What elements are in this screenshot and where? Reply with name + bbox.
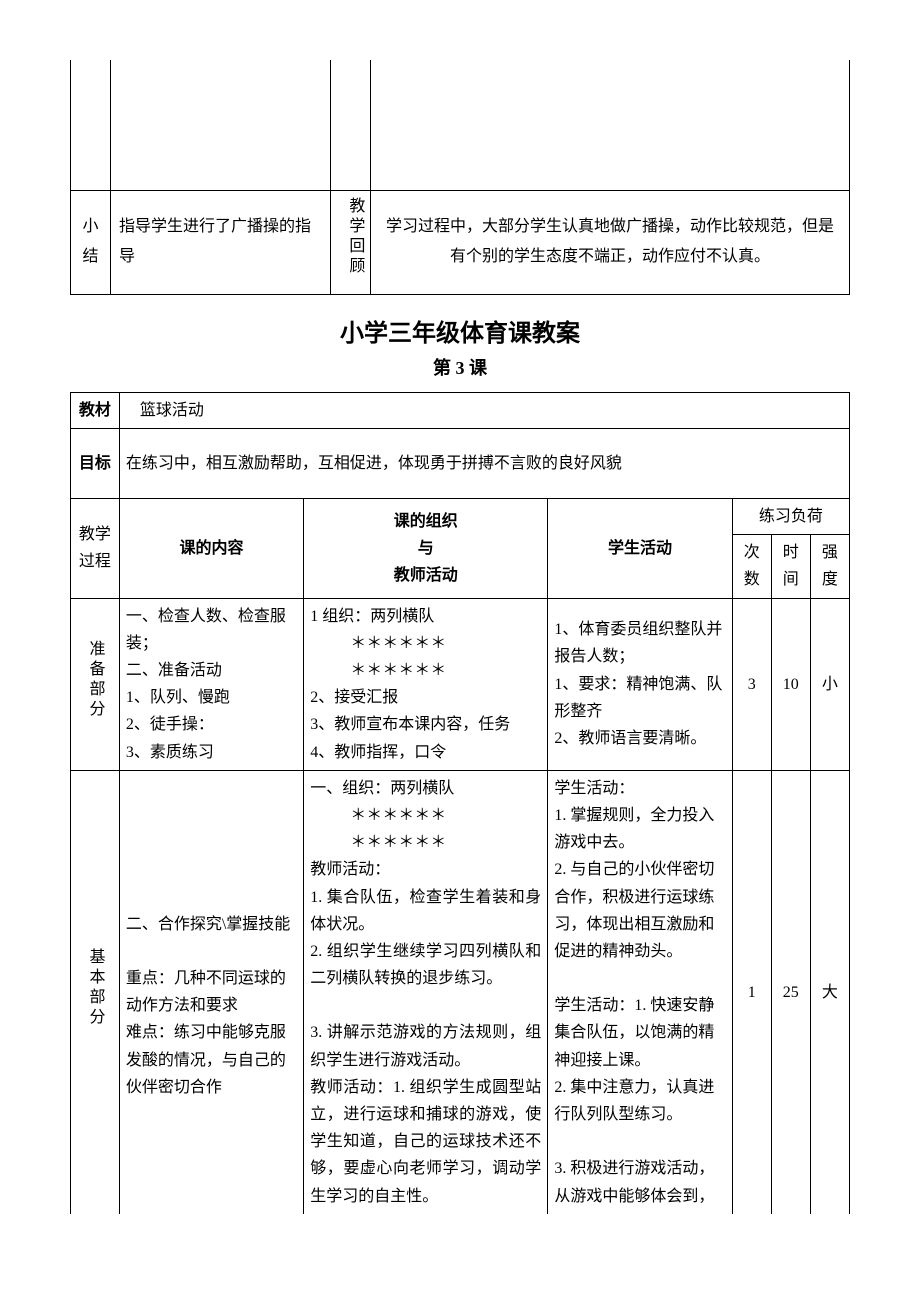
org-header: 课的组织 与 教师活动 xyxy=(304,499,548,599)
prep-student: 1、体育委员组织整队并报告人数； 1、要求：精神饱满、队形整齐 2、教师语言要清… xyxy=(548,598,732,770)
prep-count: 3 xyxy=(732,598,771,770)
student-header: 学生活动 xyxy=(548,499,732,599)
process-label: 教学 过程 xyxy=(71,499,120,599)
load-header: 练习负荷 xyxy=(732,499,849,535)
review-content: 学习过程中，大部分学生认真地做广播操，动作比较规范，但是有个别的学生态度不端正，… xyxy=(371,190,850,294)
time-header: 时间 xyxy=(771,535,810,598)
count-header: 次数 xyxy=(732,535,771,598)
content-header: 课的内容 xyxy=(119,499,303,599)
main-time: 25 xyxy=(771,770,810,1214)
prep-label: 准备部分 xyxy=(71,598,120,770)
summary-label: 小结 xyxy=(71,190,111,294)
main-intensity: 大 xyxy=(810,770,849,1214)
blank-cell-1 xyxy=(71,60,111,190)
page-title: 小学三年级体育课教案 xyxy=(70,313,850,348)
prep-time: 10 xyxy=(771,598,810,770)
prep-intensity: 小 xyxy=(810,598,849,770)
main-student: 学生活动： 1. 掌握规则，全力投入游戏中去。 2. 与自己的小伙伴密切合作，积… xyxy=(548,770,732,1214)
lesson-number: 第 3 课 xyxy=(70,354,850,380)
prep-org: 1 组织：两列横队 ＊＊＊＊＊＊ ＊＊＊＊＊＊ 2、接受汇报 3、教师宣布本课内… xyxy=(304,598,548,770)
intensity-header: 强度 xyxy=(810,535,849,598)
main-label: 基本部分 xyxy=(71,770,120,1214)
material-label: 教材 xyxy=(71,392,120,428)
summary-teacher: 指导学生进行了广播操的指导 xyxy=(111,190,331,294)
review-label: 教学回顾 xyxy=(331,190,371,294)
summary-table: 小结 指导学生进行了广播操的指导 教学回顾 学习过程中，大部分学生认真地做广播操… xyxy=(70,60,850,295)
blank-cell-3 xyxy=(331,60,371,190)
blank-cell-4 xyxy=(371,60,850,190)
goal-value: 在练习中，相互激励帮助，互相促进，体现勇于拼搏不言败的良好风貌 xyxy=(119,429,849,499)
main-content: 二、合作探究\掌握技能 重点：几种不同运球的动作方法和要求 难点：练习中能够克服… xyxy=(119,770,303,1214)
main-org: 一、组织：两列横队 ＊＊＊＊＊＊ ＊＊＊＊＊＊ 教师活动： 1. 集合队伍，检查… xyxy=(304,770,548,1214)
goal-label: 目标 xyxy=(71,429,120,499)
main-count: 1 xyxy=(732,770,771,1214)
prep-content: 一、检查人数、检查服装； 二、准备活动 1、队列、慢跑 2、徒手操： 3、素质练… xyxy=(119,598,303,770)
material-value: 篮球活动 xyxy=(119,392,849,428)
blank-cell-2 xyxy=(111,60,331,190)
lesson-plan-table: 教材 篮球活动 目标 在练习中，相互激励帮助，互相促进，体现勇于拼搏不言败的良好… xyxy=(70,392,850,1214)
